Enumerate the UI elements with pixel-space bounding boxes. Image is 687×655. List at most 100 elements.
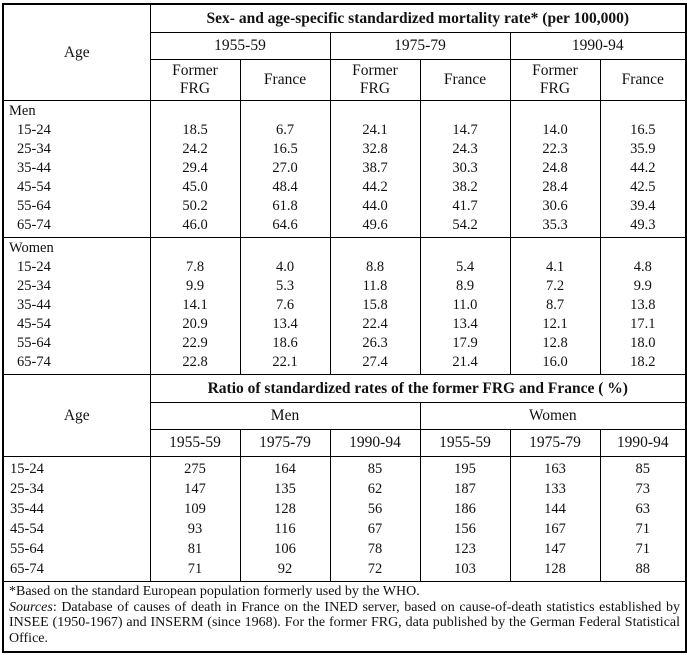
age-label: 15-24 (17, 122, 51, 138)
value: 22.8 (182, 354, 208, 370)
value: 16.5 (630, 122, 656, 138)
value: 195 (454, 461, 476, 477)
value: 12.1 (542, 316, 568, 332)
value: 123 (454, 541, 476, 557)
value: 22.9 (182, 335, 208, 351)
value: 13.4 (452, 316, 478, 332)
value: 156 (454, 521, 476, 537)
table2-title-row: Age Ratio of standardized rates of the f… (2, 374, 687, 457)
age-label: 25-34 (17, 278, 51, 294)
value: 163 (544, 461, 566, 477)
value: 4.8 (633, 259, 652, 275)
value: 128 (274, 501, 296, 517)
men-values-1990-94-france: 16.5 35.9 44.2 42.5 39.4 49.3 (599, 100, 687, 238)
value: 11.0 (452, 297, 478, 313)
value: 16.0 (542, 354, 568, 370)
value: 14.7 (452, 122, 478, 138)
value: 17.1 (630, 316, 656, 332)
value: 15.8 (362, 297, 388, 313)
value: 14.1 (182, 297, 208, 313)
value: 30.3 (452, 160, 478, 176)
value: 54.2 (452, 217, 478, 233)
value: 24.1 (362, 122, 388, 138)
women-values-1990-94-frg: 4.1 7.2 8.7 12.1 12.8 16.0 (509, 237, 601, 375)
ratio-men-1975-79: 164 135 128 116 106 92 (239, 456, 331, 582)
table1-period-row: 1955-59 1975-79 1990-94 (3, 32, 687, 60)
value: 135 (274, 481, 296, 497)
value: 4.1 (545, 259, 565, 275)
value: 24.2 (182, 141, 208, 157)
period-header: 1955-59 (149, 429, 241, 457)
value: 4.0 (275, 259, 295, 275)
value: 22.4 (362, 316, 388, 332)
table1-title: Sex- and age-specific standardized morta… (149, 3, 687, 33)
period-header: 1955-59 (149, 32, 331, 60)
subcolumn-header-former-frg: Former FRG (509, 59, 601, 101)
value: 187 (454, 481, 476, 497)
value: 41.7 (452, 198, 478, 214)
table2-period-row: 1955-59 1975-79 1990-94 1955-59 1975-79 … (3, 429, 687, 457)
subcolumn-header-france: France (599, 59, 687, 101)
value: 9.9 (185, 278, 205, 294)
value: 93 (187, 521, 203, 537)
women-values-1990-94-france: 4.8 9.9 13.8 17.1 18.0 18.2 (599, 237, 687, 375)
value: 78 (367, 541, 383, 557)
table2-title: Ratio of standardized rates of the forme… (149, 374, 687, 403)
value: 7.6 (275, 297, 295, 313)
value: 44.2 (630, 160, 656, 176)
age-label: 65-74 (17, 217, 51, 233)
value: 71 (635, 521, 651, 537)
sex-header-women: Women (419, 402, 687, 430)
value: 38.7 (362, 160, 388, 176)
value: 42.5 (630, 179, 656, 195)
footnote-who: *Based on the standard European populati… (9, 584, 420, 599)
value: 147 (184, 481, 206, 497)
group-label-women: Women (9, 240, 54, 256)
value: 6.7 (275, 122, 295, 138)
value: 24.3 (452, 141, 478, 157)
value: 44.2 (362, 179, 388, 195)
men-values-1975-79-frg: 24.1 32.8 38.7 44.2 44.0 49.6 (329, 100, 421, 238)
women-block-row: Women 15-24 25-34 35-44 45-54 55-64 65-7… (2, 237, 687, 375)
value: 14.0 (542, 122, 568, 138)
table1-title-row: Age Sex- and age-specific standardized m… (2, 3, 687, 101)
value: 28.4 (542, 179, 568, 195)
value: 5.3 (275, 278, 295, 294)
value: 73 (635, 481, 651, 497)
men-values-1990-94-frg: 14.0 22.3 24.8 28.4 30.6 35.3 (509, 100, 601, 238)
value: 72 (367, 561, 383, 577)
ratio-men-1955-59: 275 147 109 93 81 71 (149, 456, 241, 582)
value: 7.8 (185, 259, 205, 275)
age-label: 25-34 (10, 481, 44, 497)
period-header: 1975-79 (329, 32, 511, 60)
value: 61.8 (272, 198, 298, 214)
men-values-1955-59-france: 6.7 16.5 27.0 48.4 61.8 64.6 (239, 100, 331, 238)
value: 71 (635, 541, 651, 557)
value: 38.2 (452, 179, 478, 195)
women-values-1975-79-frg: 8.8 11.8 15.8 22.4 26.3 27.4 (329, 237, 421, 375)
ratio-women-1990-94: 85 73 63 71 71 88 (599, 456, 687, 582)
women-values-1955-59-frg: 7.8 9.9 14.1 20.9 22.9 22.8 (149, 237, 241, 375)
value: 116 (274, 521, 296, 537)
table2-age-header: Age (2, 374, 151, 457)
age-label: 25-34 (17, 141, 51, 157)
ratio-block-row: 15-24 25-34 35-44 45-54 55-64 65-74 275 … (2, 456, 687, 582)
value: 8.7 (545, 297, 565, 313)
age-label: 65-74 (10, 561, 44, 577)
group-label-men: Men (9, 103, 36, 119)
ratio-age-column: 15-24 25-34 35-44 45-54 55-64 65-74 (2, 456, 151, 582)
value: 12.8 (542, 335, 568, 351)
value: 7.2 (545, 278, 565, 294)
value: 32.8 (362, 141, 388, 157)
table1-age-header: Age (2, 3, 151, 101)
value: 45.0 (182, 179, 208, 195)
value: 50.2 (182, 198, 208, 214)
sources-label: Sources (9, 599, 53, 615)
value: 144 (544, 501, 566, 517)
value: 88 (635, 561, 651, 577)
period-header: 1955-59 (419, 429, 511, 457)
value: 85 (635, 461, 651, 477)
age-label: 55-64 (10, 541, 44, 557)
value: 18.5 (182, 122, 208, 138)
